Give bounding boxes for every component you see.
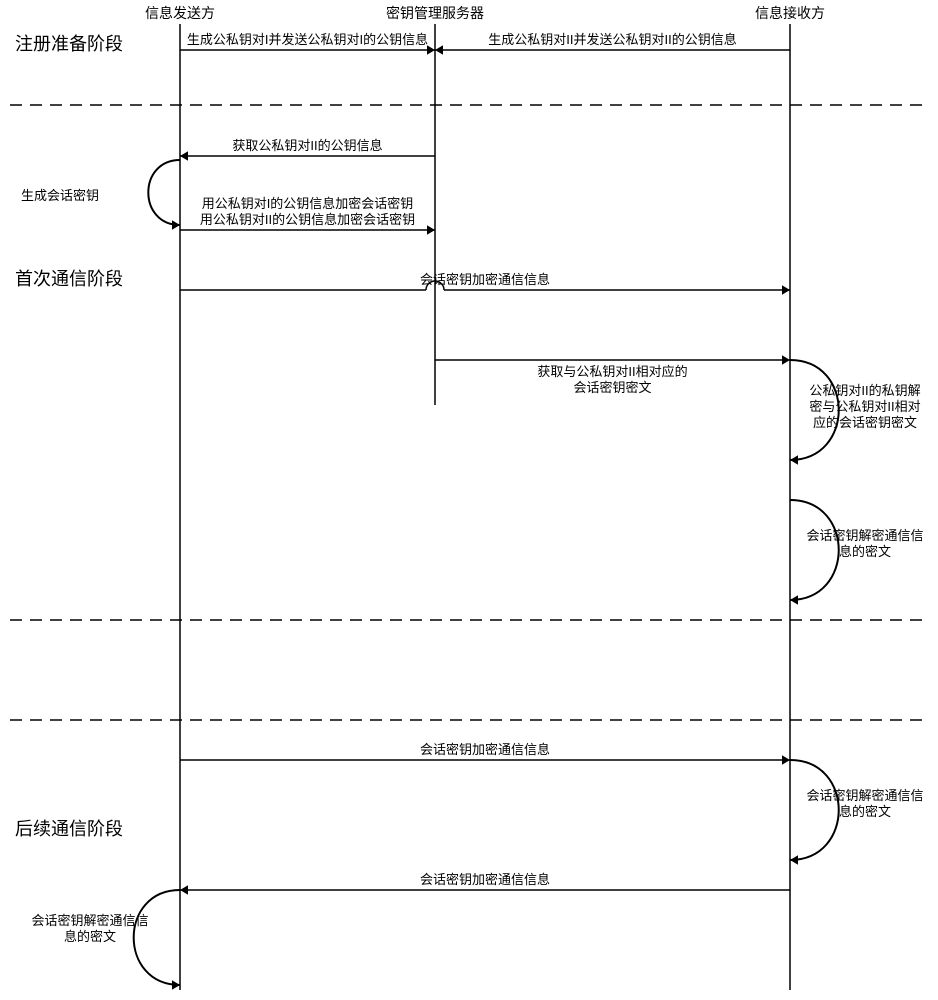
phase-label: 注册准备阶段 xyxy=(15,34,123,54)
selfloop-s3 xyxy=(790,500,839,600)
selfloop-label-s4-0: 会话密钥解密通信信 xyxy=(806,788,923,803)
msg-label-m3: 获取公私钥对II的公钥信息 xyxy=(232,138,382,153)
arrowhead xyxy=(782,285,790,295)
selfloop-label-s2-2: 应的会话密钥密文 xyxy=(813,415,917,430)
arrowhead xyxy=(790,455,798,465)
participant-server: 密钥管理服务器 xyxy=(386,5,484,21)
sequence-diagram: 信息发送方 密钥管理服务器 信息接收方注册准备阶段首次通信阶段后续通信阶段 生成公私钥… xyxy=(0,0,938,1000)
arrowhead xyxy=(782,755,790,765)
arrowhead xyxy=(172,980,180,990)
msg-label-m8: 会话密钥加密通信信息 xyxy=(420,872,550,887)
arrowhead xyxy=(782,355,790,365)
selfloop-label-s3-1: 息的密文 xyxy=(839,544,891,559)
msg-label-m2: 生成公私钥对II并发送公私钥对II的公钥信息 xyxy=(488,32,736,47)
arrowhead xyxy=(435,45,443,55)
msg-label-m5: 会话密钥加密通信信息 xyxy=(420,272,550,287)
selfloop-label-s5-0: 会话密钥解密通信信 xyxy=(31,913,148,928)
selfloop-s4 xyxy=(790,760,839,860)
arrowhead xyxy=(790,855,798,865)
selfloop-label-s5-1: 息的密文 xyxy=(64,929,116,944)
phase-label: 首次通信阶段 xyxy=(15,269,123,289)
selfloop-label-s3-0: 会话密钥解密通信信 xyxy=(806,528,923,543)
selfloop-label-s2-1: 密与公私钥对II相对 xyxy=(809,399,920,414)
arrowhead xyxy=(180,885,188,895)
participant-sender: 信息发送方 xyxy=(145,5,215,21)
selfloop-label-s2-0: 公私钥对II的私钥解 xyxy=(809,383,920,398)
msg-label-m6b: 会话密钥密文 xyxy=(573,380,651,395)
msg-label-m4b: 用公私钥对II的公钥信息加密会话密钥 xyxy=(200,212,415,227)
msg-label-m7: 会话密钥加密通信信息 xyxy=(420,742,550,757)
msg-label-m1: 生成公私钥对I并发送公私钥对I的公钥信息 xyxy=(187,32,428,47)
msg-label-m6: 获取与公私钥对II相对应的 xyxy=(537,364,687,379)
arrowhead xyxy=(790,595,798,605)
phase-label: 后续通信阶段 xyxy=(15,819,123,839)
arrowhead xyxy=(427,225,435,235)
selfloop-label-s1-0: 生成会话密钥 xyxy=(21,188,99,203)
selfloop-label-s4-1: 息的密文 xyxy=(839,804,891,819)
selfloop-s5 xyxy=(134,890,180,985)
selfloop-s1 xyxy=(148,160,180,225)
participant-receiver: 信息接收方 xyxy=(755,5,825,21)
arrowhead xyxy=(172,220,180,230)
arrowhead xyxy=(427,45,435,55)
arrowhead xyxy=(180,151,188,161)
msg-label-m4: 用公私钥对I的公钥信息加密会话密钥 xyxy=(202,196,414,211)
